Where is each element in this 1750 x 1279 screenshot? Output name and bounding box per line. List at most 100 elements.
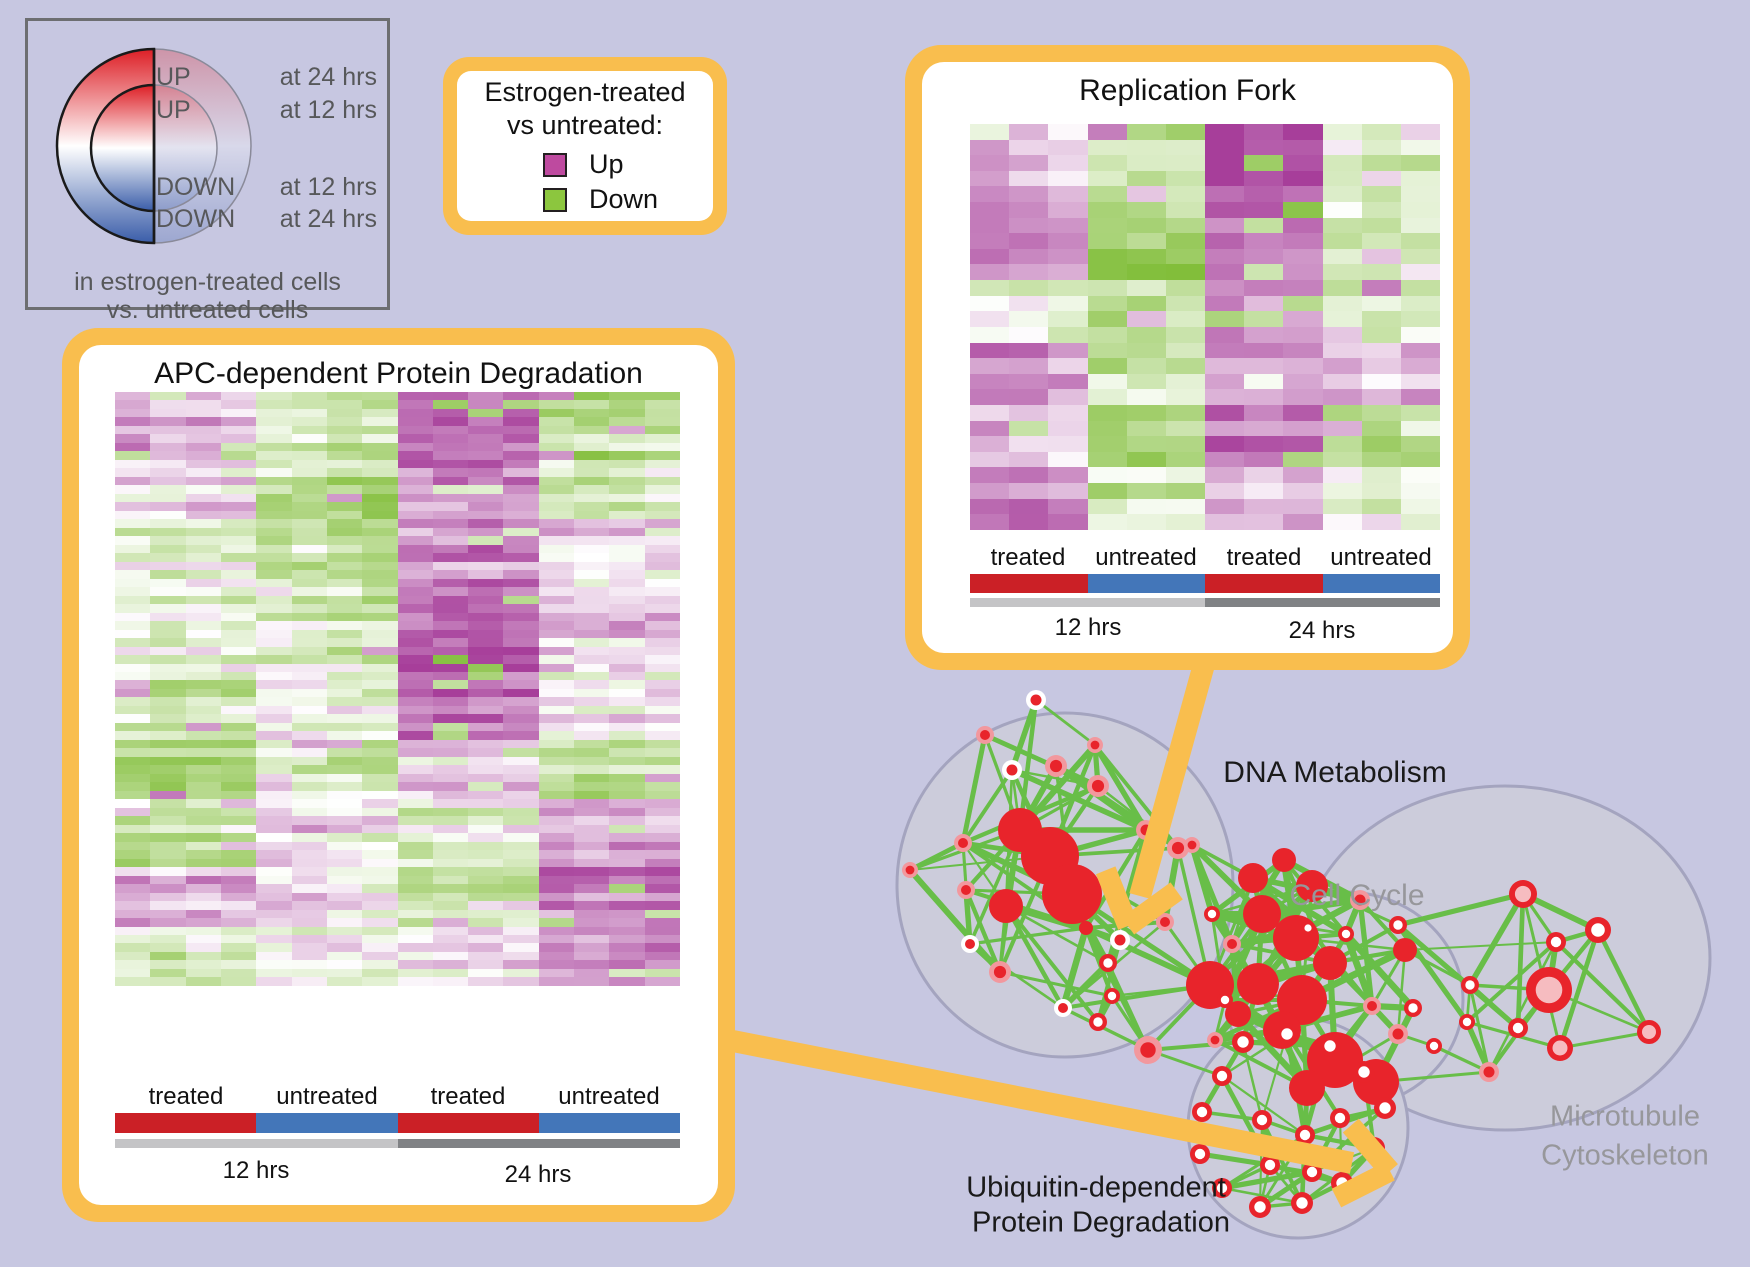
updown-row-time: at 12 hrs xyxy=(279,96,377,124)
heatmap-cell xyxy=(256,425,292,435)
heatmap-cell xyxy=(115,714,151,723)
heatmap-cell xyxy=(220,604,257,613)
heatmap-cell xyxy=(220,824,257,834)
heatmap-cell xyxy=(150,833,186,842)
heatmap-cell xyxy=(609,680,645,689)
heatmap-cell xyxy=(609,442,645,452)
heatmap-cell xyxy=(397,629,433,639)
heatmap-cell xyxy=(432,485,469,494)
heatmap-cell xyxy=(1048,186,1088,203)
heatmap-cell xyxy=(150,951,186,961)
heatmap-row xyxy=(115,909,680,919)
heatmap-cell xyxy=(291,722,327,732)
heatmap-cell xyxy=(362,655,398,664)
network-edge xyxy=(1189,843,1235,946)
heatmap-cell xyxy=(609,960,645,969)
heatmap-row xyxy=(115,799,680,808)
heatmap-cell xyxy=(326,816,363,825)
heatmap-row xyxy=(115,408,680,418)
heatmap-cell xyxy=(1009,358,1049,374)
heatmap-cell xyxy=(1009,248,1049,265)
bar-segment xyxy=(397,1139,680,1148)
heatmap-cell xyxy=(503,841,539,851)
heatmap-cell xyxy=(291,578,327,588)
heatmap-cell xyxy=(185,765,221,774)
heatmap-cell xyxy=(256,765,292,774)
heatmap-cell xyxy=(1400,202,1441,218)
heatmap-cell xyxy=(644,680,680,689)
heatmap-cell xyxy=(115,816,151,825)
heatmap-cell xyxy=(1048,326,1088,343)
heatmap-cell xyxy=(538,951,575,961)
heatmap-cell xyxy=(644,807,680,817)
heatmap-cell xyxy=(432,833,469,842)
heatmap-cell xyxy=(115,544,151,554)
updown-row-dir: UP xyxy=(156,63,191,91)
heatmap-cell xyxy=(468,688,504,698)
network-node xyxy=(1227,939,1237,949)
heatmap-cell xyxy=(468,926,504,935)
heatmap-cell xyxy=(1361,139,1401,156)
heatmap-cell xyxy=(326,553,363,562)
heatmap-cell xyxy=(970,342,1010,359)
network-edge xyxy=(1035,698,1096,747)
heatmap-cell xyxy=(256,688,292,698)
network-node xyxy=(1324,1040,1336,1052)
heatmap-cell xyxy=(432,680,469,689)
heatmap-cell xyxy=(1400,248,1441,265)
heatmap-cell xyxy=(468,451,504,460)
heatmap-cell xyxy=(326,587,363,596)
heatmap-cell xyxy=(1126,233,1166,249)
heatmap-cell xyxy=(256,824,292,834)
heatmap-cell xyxy=(185,400,221,409)
heatmap-cell xyxy=(1283,124,1323,140)
heatmap-cell xyxy=(432,502,469,511)
heatmap-cell xyxy=(220,867,257,876)
heatmap-cell xyxy=(185,816,221,825)
treated-untreated-bar xyxy=(970,574,1440,593)
heatmap-cell xyxy=(185,671,221,681)
heatmap-cell xyxy=(1087,514,1127,530)
heatmap-row xyxy=(115,417,680,426)
heatmap-cell xyxy=(115,756,151,766)
heatmap-cell xyxy=(503,926,539,935)
heatmap-cell xyxy=(326,688,363,698)
heatmap-cell xyxy=(574,587,610,596)
heatmap-cell xyxy=(185,536,221,545)
network-edge xyxy=(1241,1041,1264,1121)
heatmap-cell xyxy=(432,578,469,588)
heatmap-cell xyxy=(220,714,257,723)
network-node xyxy=(1264,1159,1276,1171)
heatmap-cell xyxy=(397,671,433,681)
heatmap-cell xyxy=(503,748,539,757)
heatmap-cell xyxy=(115,451,151,460)
heatmap-cell xyxy=(1244,436,1284,452)
heatmap-cell xyxy=(1009,389,1049,405)
heatmap-row xyxy=(115,782,680,791)
heatmap-cell xyxy=(115,960,151,969)
heatmap-cell xyxy=(150,799,186,808)
heatmap-cell xyxy=(574,604,610,613)
heatmap-cell xyxy=(220,858,257,868)
heatmap-cell xyxy=(503,519,539,528)
heatmap-cell xyxy=(1283,420,1323,437)
heatmap-cell xyxy=(397,604,433,613)
heatmap-cell xyxy=(1244,389,1284,405)
heatmap-cell xyxy=(220,705,257,715)
time-label-12hrs: 12 hrs xyxy=(222,1157,290,1184)
heatmap-cell xyxy=(574,459,610,469)
heatmap-cell xyxy=(1205,280,1245,296)
heatmap-cell xyxy=(503,493,539,503)
heatmap-cell xyxy=(503,688,539,698)
heatmap-cell xyxy=(256,799,292,808)
heatmap-cell xyxy=(291,468,327,477)
heatmap-cell xyxy=(1087,139,1127,156)
heatmap-cell xyxy=(220,621,257,630)
heatmap-cell xyxy=(220,638,257,647)
heatmap-row xyxy=(115,553,680,562)
heatmap-cell xyxy=(1322,186,1362,203)
heatmap-cell xyxy=(432,731,469,740)
heatmap-cell xyxy=(1165,170,1206,187)
heatmap-cell xyxy=(468,536,504,545)
heatmap-cell xyxy=(503,765,539,774)
